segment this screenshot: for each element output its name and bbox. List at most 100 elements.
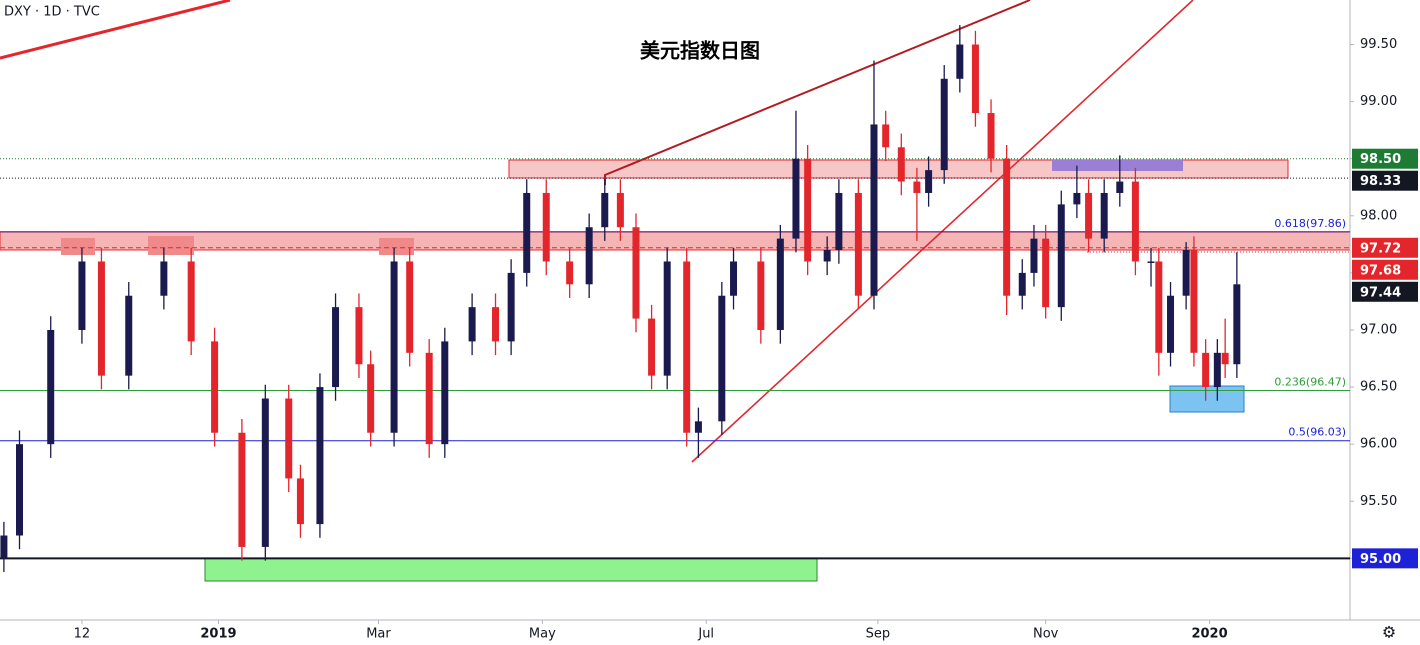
candle-body — [718, 295, 726, 422]
price-badge-label: 97.72 — [1360, 241, 1401, 256]
candle-body — [694, 421, 702, 433]
candle-body — [971, 44, 979, 114]
y-tick-label: 96.00 — [1360, 437, 1397, 452]
candle-body — [940, 78, 948, 171]
y-tick-label: 96.50 — [1360, 380, 1397, 395]
fib-label: 0.236(96.47) — [1274, 375, 1346, 388]
candle-body — [823, 250, 831, 262]
candle-body — [1057, 204, 1065, 308]
candle-body — [523, 192, 531, 273]
candle-body — [804, 158, 812, 262]
y-tick-label: 97.00 — [1360, 322, 1397, 337]
candle-body — [601, 192, 609, 228]
candle-body — [1167, 295, 1175, 353]
candle-body — [261, 398, 269, 547]
chart-title: 美元指数日图 — [640, 39, 760, 63]
price-badge — [1352, 170, 1418, 191]
price-badge — [1352, 259, 1418, 280]
trend-line — [0, 0, 231, 60]
settings-icon[interactable]: ⚙ — [1382, 623, 1396, 642]
symbol: DXY · 1D · TVC — [4, 5, 100, 20]
x-tick-label: Sep — [866, 627, 891, 642]
candle-body — [1213, 352, 1221, 388]
candle-body — [663, 261, 671, 376]
candle-body — [1221, 352, 1229, 365]
candle-body — [897, 147, 905, 182]
candle-body — [187, 261, 195, 342]
candle-body — [730, 261, 738, 296]
candle-body — [355, 307, 363, 365]
candle-body — [367, 364, 375, 433]
y-tick-label: 99.50 — [1360, 37, 1397, 52]
support-box — [1169, 385, 1245, 413]
candle-body — [956, 44, 964, 79]
fib-label: 0.5(96.03) — [1288, 426, 1346, 439]
candle-body — [776, 238, 784, 330]
candle-body — [1100, 192, 1108, 239]
price-badge — [1352, 237, 1418, 258]
candle-body — [0, 535, 8, 559]
candle-body — [1147, 261, 1155, 263]
candle-body — [16, 444, 24, 536]
swing-high-box — [61, 238, 95, 255]
price-badge — [1352, 548, 1418, 569]
candle-body — [1155, 261, 1163, 353]
candle-body — [632, 227, 640, 319]
candle-body — [160, 261, 168, 296]
candle-body — [78, 261, 86, 330]
price-badge-label: 97.68 — [1360, 263, 1401, 278]
candle-body — [316, 387, 324, 525]
price-badge — [1352, 148, 1418, 169]
candle-body — [1182, 250, 1190, 296]
candle-body — [835, 192, 843, 251]
x-tick-label: Mar — [366, 627, 391, 642]
x-tick-label: 12 — [74, 627, 91, 642]
candle-body — [1003, 158, 1011, 296]
candle-body — [1233, 284, 1241, 365]
candle-body — [441, 341, 449, 445]
trend-line — [691, 0, 1194, 463]
candle-body — [1202, 352, 1210, 388]
candle-body — [1073, 192, 1081, 205]
price-badge-label: 97.44 — [1360, 285, 1401, 300]
x-tick-label: 2020 — [1191, 627, 1227, 642]
candle-body — [616, 192, 624, 228]
candle-body — [507, 272, 515, 342]
candle-body — [683, 261, 691, 433]
candle-body — [648, 318, 656, 376]
candle-body — [882, 124, 890, 148]
candle-body — [296, 478, 304, 525]
candle-body — [1042, 238, 1050, 308]
candle-body — [792, 158, 800, 239]
fib-label: 0.618(97.86) — [1274, 217, 1346, 230]
candle-body — [585, 227, 593, 285]
candle-body — [566, 261, 574, 285]
candle-body — [1018, 272, 1026, 296]
y-tick-label: 98.00 — [1360, 208, 1397, 223]
candle-body — [854, 192, 862, 296]
candle-body — [492, 307, 500, 342]
candle-body — [925, 170, 933, 193]
candle-body — [285, 398, 293, 479]
candle-body — [468, 307, 476, 342]
x-tick-label: Nov — [1033, 627, 1059, 642]
swing-high-box — [1052, 160, 1183, 171]
candle-body — [1085, 192, 1093, 239]
candle-body — [1116, 181, 1124, 193]
candle-body — [1131, 181, 1139, 262]
candle-body — [870, 124, 878, 296]
price-badge — [1352, 281, 1418, 302]
candle-body — [97, 261, 105, 376]
candle-body — [211, 341, 219, 433]
y-tick-label: 99.00 — [1360, 94, 1397, 109]
candle-body — [47, 329, 55, 445]
candle-body — [1190, 250, 1198, 353]
candle-body — [757, 261, 765, 330]
candle-body — [1030, 238, 1038, 273]
candle-body — [542, 192, 550, 262]
candle-body — [390, 261, 398, 433]
x-tick-label: 2019 — [200, 627, 236, 642]
candle-body — [238, 432, 246, 547]
